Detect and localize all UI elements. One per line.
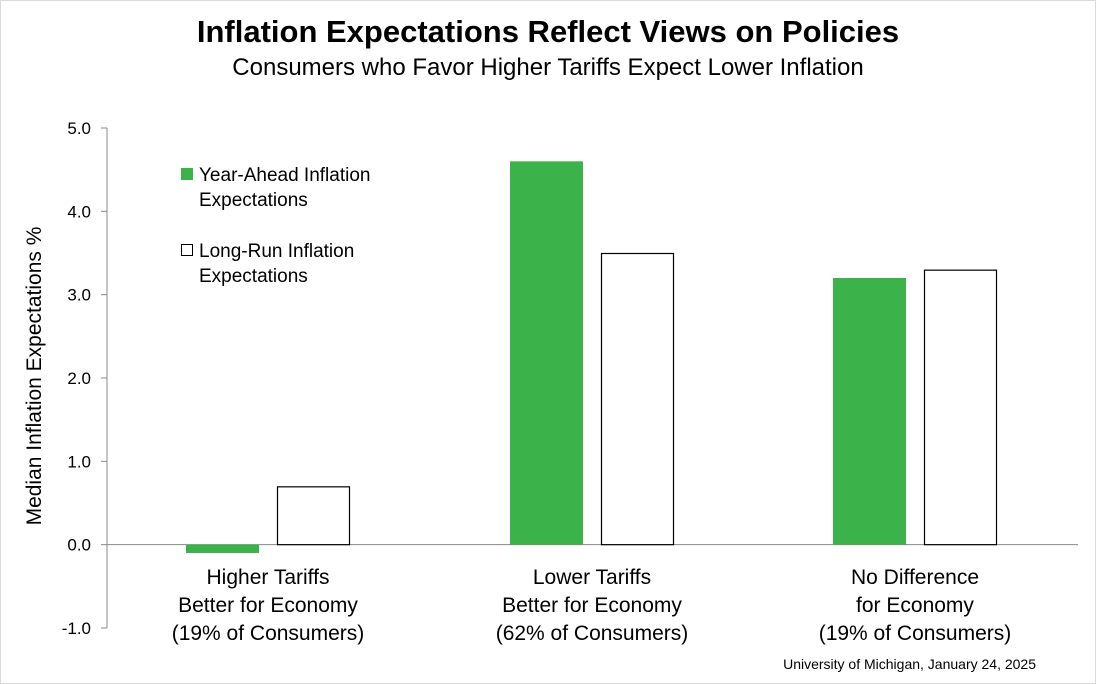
bar-year-ahead [186, 544, 259, 553]
y-axis-title: Median Inflation Expectations % [23, 227, 46, 526]
legend-swatch-long-run [181, 244, 193, 256]
chart-title: Inflation Expectations Reflect Views on … [196, 14, 900, 49]
legend-label-year-ahead: Year-Ahead Inflation [199, 165, 370, 186]
legend-swatch-year-ahead [181, 168, 193, 180]
category-label: (62% of Consumers) [496, 622, 689, 645]
bar-long-run [276, 486, 351, 546]
y-tick-label: 3.0 [67, 286, 91, 305]
bar-long-run [923, 269, 998, 546]
y-tick-label: 2.0 [67, 369, 91, 388]
category-label: No Difference [851, 566, 979, 589]
y-tick-label: 4.0 [67, 202, 91, 221]
legend-label-long-run: Long-Run Inflation [199, 241, 354, 262]
category-label: for Economy [856, 594, 974, 617]
bar-long-run [600, 252, 675, 546]
category-label: Higher Tariffs [207, 566, 330, 589]
category-label: Better for Economy [502, 594, 682, 617]
bar-year-ahead [833, 278, 906, 545]
y-tick-label: 0.0 [67, 536, 91, 555]
chart-subtitle: Consumers who Favor Higher Tariffs Expec… [232, 54, 864, 81]
category-label: (19% of Consumers) [819, 622, 1012, 645]
category-label: Lower Tariffs [533, 566, 651, 589]
category-label: (19% of Consumers) [172, 622, 365, 645]
category-label: Better for Economy [178, 594, 358, 617]
bar-year-ahead [510, 161, 583, 545]
legend-label-year-ahead: Expectations [199, 190, 308, 211]
source-note: University of Michigan, January 24, 2025 [783, 656, 1036, 672]
y-tick-label: -1.0 [62, 619, 91, 638]
legend-label-long-run: Expectations [199, 266, 308, 287]
y-tick-label: 5.0 [67, 119, 91, 138]
y-tick-label: 1.0 [67, 452, 91, 471]
